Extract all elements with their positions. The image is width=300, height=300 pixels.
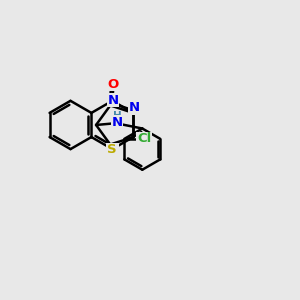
Text: H: H (113, 111, 122, 121)
Text: O: O (108, 77, 119, 91)
Text: N: N (107, 144, 118, 157)
Text: S: S (107, 143, 117, 156)
Text: N: N (112, 116, 123, 129)
Text: N: N (129, 101, 140, 114)
Text: N: N (108, 94, 119, 106)
Text: Cl: Cl (137, 132, 151, 145)
